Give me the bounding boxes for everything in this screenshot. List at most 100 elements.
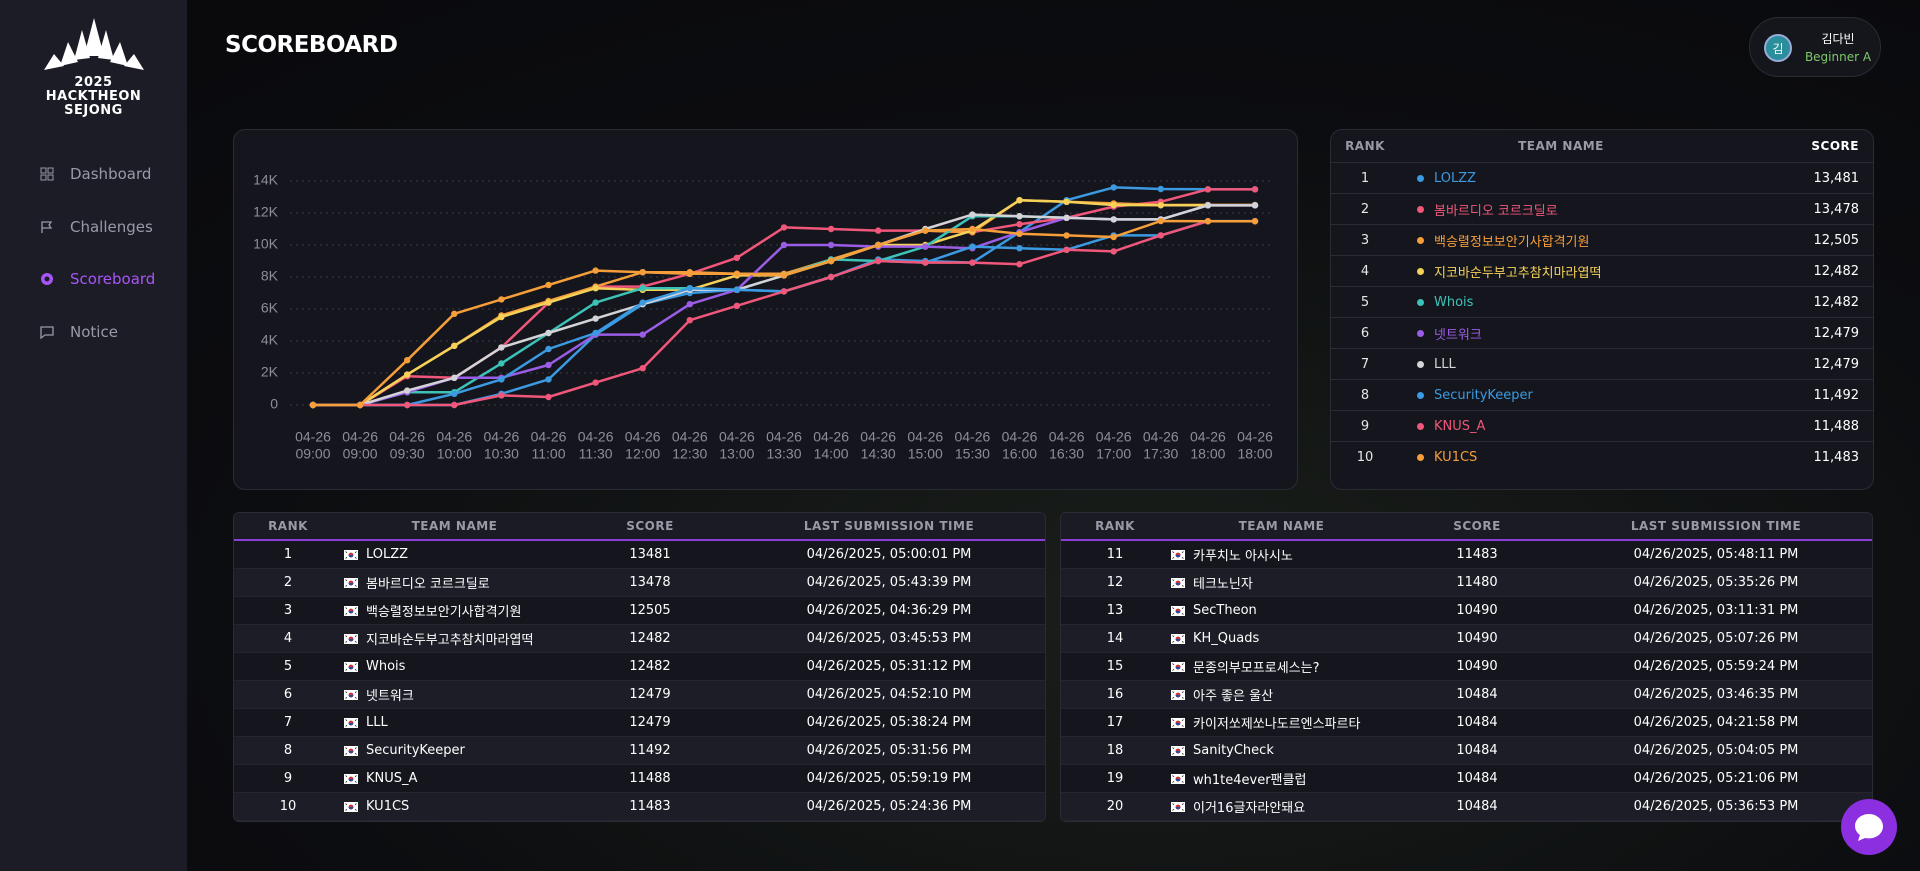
submission-time: 04/26/2025, 03:45:53 PM [806, 631, 972, 646]
data-point [827, 257, 835, 265]
rank: 13 [1106, 603, 1124, 618]
data-point [733, 254, 741, 261]
team-dot [1417, 205, 1424, 213]
data-point [733, 270, 741, 277]
user-card[interactable]: 김 김다빈 Beginner A [1749, 17, 1881, 77]
y-tick-label: 14K [253, 172, 279, 188]
ranking-row[interactable]: 7 LLL 12,479 [1331, 348, 1873, 379]
team-name: LOLZZ [1434, 170, 1477, 186]
ranking-row[interactable]: 6 넷트워크 12,479 [1331, 317, 1873, 348]
rank: 4 [283, 631, 293, 646]
ranking-panel: RANK TEAM NAME SCORE 1 LOLZZ 13,481 2 봄바르디오 코르크… [1330, 129, 1874, 490]
table-row[interactable]: 19 wh1te4ever팬클럽 10484 04/26/2025, 05:21:06… [1061, 765, 1872, 793]
table-row[interactable]: 17 카이저쏘제쏘나도르엔스파르타 10484 04/26/2025, 04:21:5… [1061, 709, 1872, 737]
data-point [1063, 232, 1070, 239]
rank: 7 [1360, 356, 1370, 372]
nav-challenges[interactable]: Challenges [40, 215, 153, 239]
table-row[interactable]: 4 지코바순두부고추참치마라엽떡 12482 04/26/2025, 03:45:53… [234, 625, 1045, 653]
table-row[interactable]: 8 SecurityKeeper 11492 04/26/2025, 05:31:56… [234, 737, 1045, 765]
x-tick-label: 04-26 [1049, 429, 1085, 445]
team: 이거16글자라안돼요 [1169, 797, 1394, 816]
ranking-row[interactable]: 9 KNUS_A 11,488 [1331, 410, 1873, 441]
table-row[interactable]: 11 카푸치노 아사시노 11483 04/26/2025, 05:48:11 PM [1061, 541, 1872, 569]
y-tick-label: 6K [261, 300, 279, 316]
table-row[interactable]: 6 넷트워크 12479 04/26/2025, 04:52:10 PM [234, 681, 1045, 709]
table-row[interactable]: 14 KH_Quads 10490 04/26/2025, 05:07:26 PM [1061, 625, 1872, 653]
data-point [969, 243, 976, 250]
data-point [1063, 246, 1070, 253]
ranking-row[interactable]: 3 백승렬정보보안기사합격기원 12,505 [1331, 224, 1873, 255]
table-row[interactable]: 2 봄바르디오 코르크딜로 13478 04/26/2025, 05:43:39 PM [234, 569, 1045, 597]
data-point [780, 241, 788, 249]
table-row[interactable]: 12 테크노닌자 11480 04/26/2025, 05:35:26 PM [1061, 569, 1872, 597]
icon [40, 167, 54, 181]
y-tick-label: 4K [261, 332, 279, 348]
score: 11,492 [1813, 387, 1860, 403]
ranking-row[interactable]: 1 LOLZZ 13,481 [1331, 162, 1873, 193]
team-name: Whois [1434, 294, 1474, 310]
table-row[interactable]: 13 SecTheon 10490 04/26/2025, 03:11:31 PM [1061, 597, 1872, 625]
icon [40, 326, 54, 339]
score: 12,482 [1813, 263, 1860, 279]
header-cell: RANK [1095, 519, 1135, 533]
sidebar: 2025 HACKTHEON SEJONG Dashboard Challeng… [0, 0, 187, 871]
flag [1171, 745, 1185, 756]
score: 12,505 [1813, 232, 1860, 248]
ranking-row[interactable]: 10 KU1CS 11,483 [1331, 441, 1873, 472]
table-row[interactable]: 16 아주 좋은 울산 10484 04/26/2025, 03:46:35 PM [1061, 681, 1872, 709]
data-point [592, 379, 599, 386]
nav-dashboard[interactable]: Dashboard [40, 162, 151, 186]
table-row[interactable]: 1 LOLZZ 13481 04/26/2025, 05:00:01 PM [234, 541, 1045, 569]
table-row[interactable]: 18 SanityCheck 10484 04/26/2025, 05:04:05 P… [1061, 737, 1872, 765]
data-point [498, 313, 505, 321]
data-point [356, 401, 364, 409]
table-row[interactable]: 5 Whois 12482 04/26/2025, 05:31:12 PM [234, 653, 1045, 681]
x-tick-label: 04-26 [813, 429, 849, 445]
table-row[interactable]: 7 LLL 12479 04/26/2025, 05:38:24 PM [234, 709, 1045, 737]
score: 12,482 [1813, 294, 1860, 310]
data-point [592, 315, 599, 322]
table-row[interactable]: 10 KU1CS 11483 04/26/2025, 05:24:36 PM [234, 793, 1045, 821]
flag [344, 773, 358, 784]
team-name: 카이저쏘제쏘나도르엔스파르타 [1193, 717, 1361, 732]
x-tick-label: 04-26 [483, 429, 519, 445]
chat-button[interactable] [1841, 799, 1897, 855]
ranking-row[interactable]: 5 Whois 12,482 [1331, 286, 1873, 317]
team-name: LLL [1434, 356, 1456, 372]
header-cell: RANK [268, 519, 308, 533]
table-header: RANK TEAM NAME SCORE LAST SUBMISSION TIME [234, 513, 1045, 541]
data-point [545, 376, 552, 383]
score-table: RANK TEAM NAME SCORE LAST SUBMISSION TIME 11… [1060, 512, 1873, 822]
rank: 11 [1106, 547, 1124, 562]
rank: 1 [283, 547, 293, 562]
table-row[interactable]: 15 문종의부모프로세스는? 10490 04/26/2025, 05:59:24 P… [1061, 653, 1872, 681]
data-point [686, 285, 693, 292]
ranking-row[interactable]: 8 SecurityKeeper 11,492 [1331, 379, 1873, 410]
data-point [639, 331, 646, 338]
team-name: 이거16글자라안돼요 [1193, 801, 1306, 816]
submission-time: 04/26/2025, 05:00:01 PM [806, 547, 972, 562]
flag [1171, 717, 1185, 728]
y-tick-label: 2K [261, 364, 279, 380]
data-point [498, 392, 505, 399]
flag [344, 605, 358, 616]
team: LLL [1399, 357, 1783, 372]
ranking-row[interactable]: 4 지코바순두부고추참치마라엽떡 12,482 [1331, 255, 1873, 286]
team-name: KU1CS [1434, 449, 1478, 465]
table-row[interactable]: 9 KNUS_A 11488 04/26/2025, 05:59:19 PM [234, 765, 1045, 793]
nav-scoreboard[interactable]: Scoreboard [40, 267, 155, 291]
user-name: 김다빈 [1821, 32, 1855, 46]
logo-mark [43, 18, 144, 70]
x-tick-label: 17:00 [1096, 446, 1131, 462]
table-row[interactable]: 20 이거16글자라안돼요 10484 04/26/2025, 05:36:53 PM [1061, 793, 1872, 821]
table-row[interactable]: 3 백승렬정보보안기사합격기원 12505 04/26/2025, 04:36:29 … [234, 597, 1045, 625]
y-tick-label: 8K [261, 268, 279, 284]
ranking-row[interactable]: 2 봄바르디오 코르크딜로 13,478 [1331, 193, 1873, 224]
nav-notice[interactable]: Notice [40, 320, 118, 344]
x-tick-label: 04-26 [1002, 429, 1038, 445]
table-header: RANK TEAM NAME SCORE LAST SUBMISSION TIME [1061, 513, 1872, 541]
x-tick-label: 04-26 [295, 429, 331, 445]
header-cell: SCORE [1453, 519, 1501, 533]
y-tick-label: 10K [253, 236, 279, 252]
x-tick-label: 16:00 [1002, 446, 1037, 462]
